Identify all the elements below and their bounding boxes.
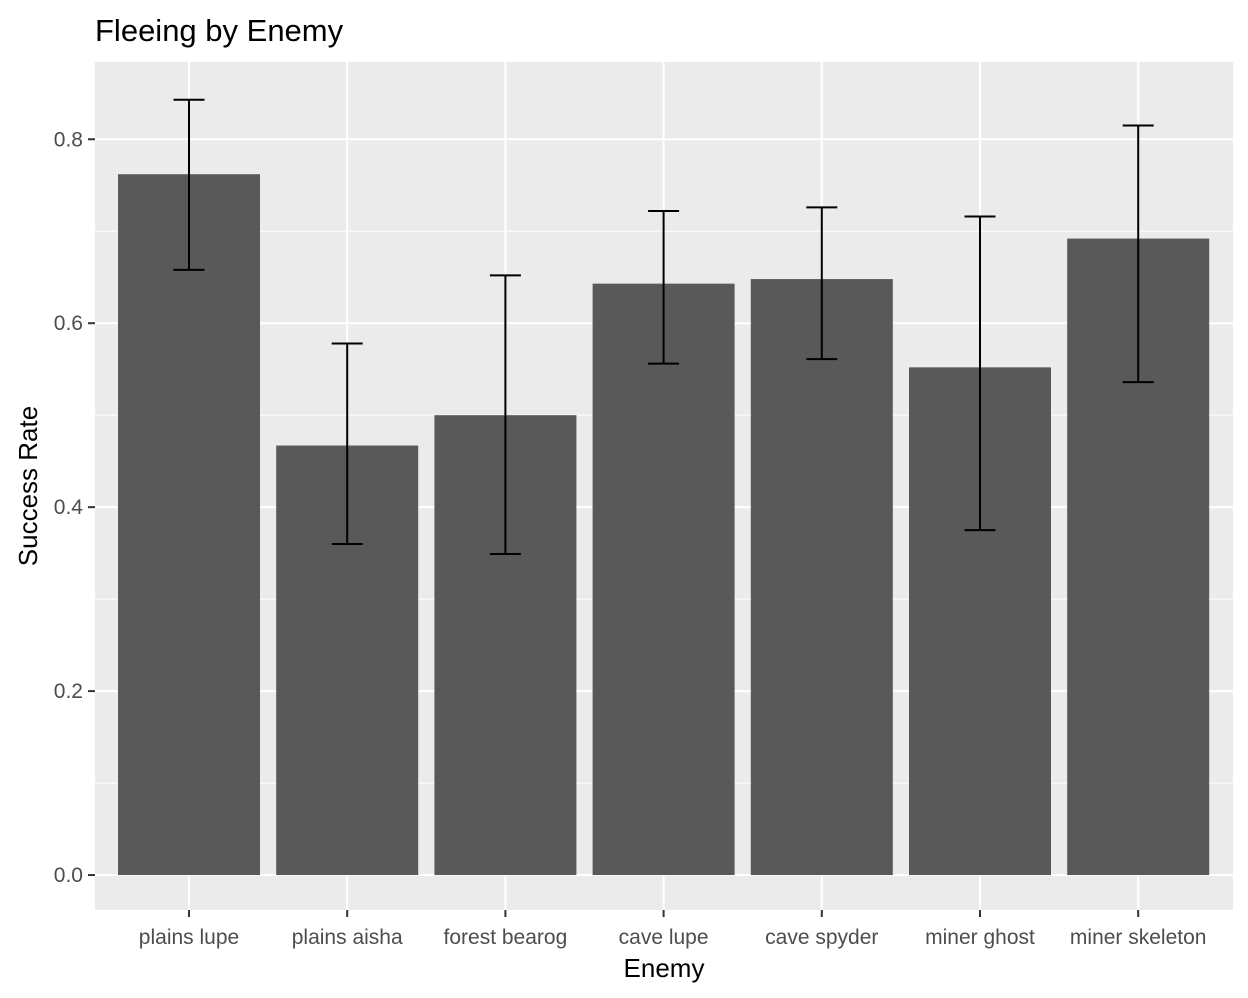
y-tick-label: 0.6: [54, 312, 83, 335]
bar-plains-lupe: [118, 174, 260, 876]
bar-cave-lupe: [592, 283, 735, 876]
y-tick-label: 0.2: [54, 680, 83, 703]
errorbar-forest-bearog: [489, 274, 521, 556]
y-axis-title: Success Rate: [13, 406, 43, 566]
errorbar-plains-aisha: [331, 342, 363, 545]
x-tick-label: cave spyder: [765, 926, 878, 949]
x-tick-label: miner ghost: [925, 926, 1035, 949]
x-tick-label: plains aisha: [292, 926, 403, 949]
y-tick-label: 0.4: [54, 496, 84, 519]
x-tick-label: cave lupe: [619, 926, 709, 949]
errorbar-cave-spyder: [806, 206, 838, 361]
y-axis: 0.0 0.2 0.4 0.6 0.8: [54, 128, 95, 887]
errorbar-layer: [173, 98, 1154, 556]
x-tick-label: forest bearog: [444, 926, 568, 949]
chart-title: Fleeing by Enemy: [95, 13, 344, 48]
errorbar-miner-skeleton: [1122, 124, 1154, 384]
bar-cave-spyder: [750, 279, 893, 876]
x-axis-title: Enemy: [624, 953, 705, 983]
x-tick-label: plains lupe: [139, 926, 239, 949]
x-tick-label: miner skeleton: [1070, 926, 1207, 949]
errorbar-plains-lupe: [173, 98, 205, 271]
y-tick-label: 0.0: [54, 864, 83, 887]
errorbar-miner-ghost: [964, 215, 996, 532]
x-axis: plains lupe plains aisha forest bearog cave…: [139, 910, 1207, 949]
y-tick-label: 0.8: [54, 128, 83, 151]
errorbar-cave-lupe: [648, 209, 680, 365]
